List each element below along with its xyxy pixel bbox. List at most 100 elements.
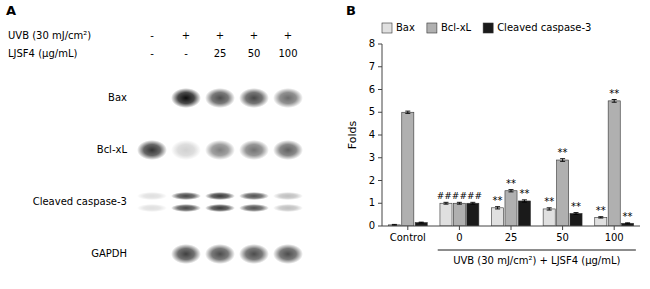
blot-band (205, 140, 235, 160)
header-value: - (150, 48, 154, 59)
x-tick-label: 100 (605, 232, 624, 243)
error-cap (470, 202, 475, 203)
band-label: Bax (108, 92, 127, 103)
y-tick-label: 1 (369, 197, 375, 208)
error-cap (574, 212, 579, 213)
panel-title: B (346, 3, 356, 18)
x-tick (614, 226, 615, 230)
band-shape (239, 244, 269, 264)
significance-label: ** (519, 188, 529, 199)
figure: AUVB (30 mJ/cm²)-++++LJSF4 (μg/mL)--2550… (0, 0, 650, 289)
band-shape (171, 140, 201, 160)
blot-band (273, 244, 303, 264)
error-bar (470, 202, 475, 204)
x-tick (562, 226, 563, 230)
band-label: GAPDH (91, 248, 127, 259)
significance-label: ** (558, 147, 568, 158)
header-value: 100 (278, 48, 297, 59)
band-shape (137, 204, 167, 212)
x-tick (459, 226, 460, 230)
error-cap (547, 207, 552, 208)
band-shape (239, 140, 269, 160)
band-shape (137, 192, 167, 200)
band-shape (239, 192, 269, 200)
header-value: 25 (214, 48, 227, 59)
error-bar (509, 190, 514, 192)
error-cap (625, 222, 630, 223)
band-shape (239, 204, 269, 212)
band-shape (171, 244, 201, 264)
error-cap (574, 214, 579, 215)
bar (608, 101, 620, 226)
legend-label: Bcl-xL (441, 22, 472, 33)
x-tick-label: 50 (556, 232, 569, 243)
y-tick (378, 66, 382, 67)
y-tick (378, 89, 382, 90)
bar (415, 223, 427, 226)
bar (453, 203, 465, 226)
blot-band (239, 244, 269, 264)
bar (557, 160, 569, 226)
significance-label: ** (609, 88, 619, 99)
band-shape (205, 244, 235, 264)
legend: BaxBcl-xLCleaved caspase-3 (382, 22, 591, 33)
bar (595, 217, 607, 226)
significance-label: ###### (437, 191, 482, 201)
y-tick (378, 226, 382, 227)
blot-band (273, 192, 303, 212)
band-label: Cleaved caspase-3 (33, 196, 127, 207)
blot-band (171, 192, 201, 212)
header-value: - (150, 30, 154, 41)
blot-band (137, 192, 167, 212)
header-value: + (250, 30, 258, 41)
band-shape (171, 204, 201, 212)
bar (518, 201, 530, 226)
error-bar (574, 213, 579, 215)
error-cap (625, 223, 630, 224)
band-shape (273, 204, 303, 212)
error-cap (560, 158, 565, 159)
x-tick-label: Control (390, 232, 426, 243)
error-cap (457, 204, 462, 205)
blot-band (137, 140, 167, 160)
band-shape (273, 88, 303, 108)
significance-label: ** (623, 211, 633, 222)
header-label: LJSF4 (μg/mL) (8, 48, 77, 59)
error-cap (419, 223, 424, 224)
significance-label: ** (571, 201, 581, 212)
blot-band (273, 140, 303, 160)
error-cap (547, 210, 552, 211)
header-value: + (284, 30, 292, 41)
error-cap (443, 202, 448, 203)
band-shape (171, 192, 201, 200)
legend-swatch (483, 23, 493, 33)
error-cap (457, 202, 462, 203)
y-tick-label: 6 (369, 84, 375, 95)
band-shape (273, 244, 303, 264)
header-value: + (216, 30, 224, 41)
bar (543, 209, 555, 226)
y-tick-label: 8 (369, 38, 375, 49)
band-shape (273, 192, 303, 200)
y-tick-label: 4 (369, 129, 375, 140)
blot-band (239, 88, 269, 108)
bar (570, 213, 582, 226)
blot-band (205, 192, 235, 212)
bar (402, 112, 414, 226)
legend-swatch (427, 23, 437, 33)
y-tick-label: 7 (369, 61, 375, 72)
bar (440, 203, 452, 226)
legend-item: Bax (382, 22, 415, 33)
error-cap (495, 208, 500, 209)
error-bar (405, 111, 410, 113)
header-value: 50 (248, 48, 261, 59)
error-cap (509, 189, 514, 190)
error-cap (509, 191, 514, 192)
band-shape (205, 88, 235, 108)
y-tick-label: 0 (369, 220, 375, 231)
bar (505, 191, 517, 226)
y-tick (378, 44, 382, 45)
blot-band (239, 192, 269, 212)
error-cap (612, 102, 617, 103)
error-bar (598, 217, 603, 218)
